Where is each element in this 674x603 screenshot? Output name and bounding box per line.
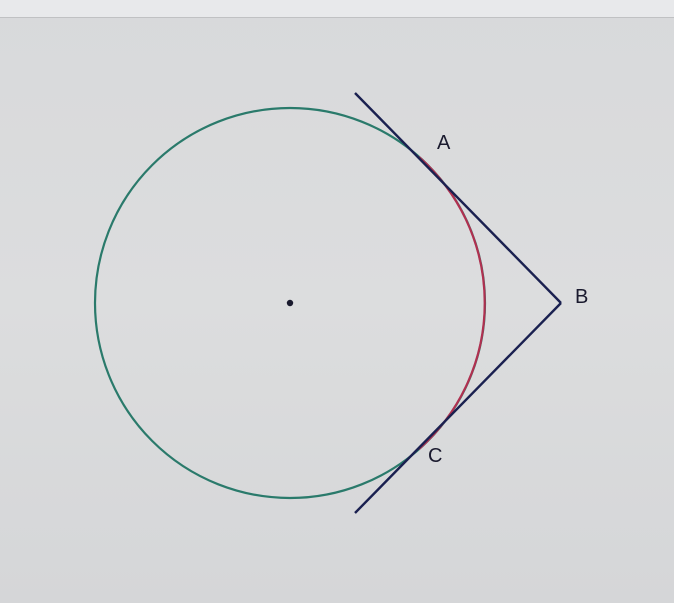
geometry-diagram bbox=[0, 18, 674, 603]
point-label-b: B bbox=[575, 286, 588, 309]
point-label-a: A bbox=[437, 132, 450, 155]
window-top-bar bbox=[0, 0, 674, 18]
tangent-line-ba bbox=[355, 93, 561, 303]
tangent-line-bc bbox=[355, 303, 561, 513]
arc-ac bbox=[419, 157, 485, 449]
point-label-c: C bbox=[428, 445, 442, 468]
center-dot bbox=[287, 300, 293, 306]
